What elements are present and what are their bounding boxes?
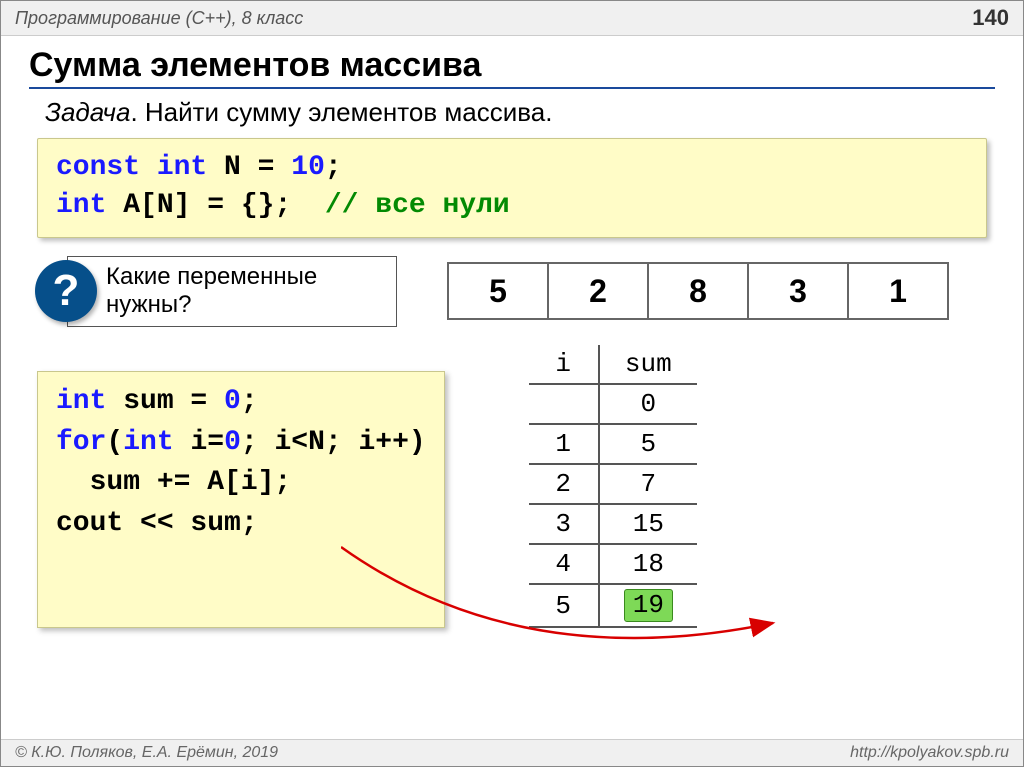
code-txt: sum += A[i]; [56, 467, 291, 498]
code-kw: const int [56, 152, 224, 183]
trace-row: 15 [529, 424, 697, 464]
trace-sum: 0 [599, 384, 697, 424]
trace-sum: 7 [599, 464, 697, 504]
slide: Программирование (C++), 8 класс 140 Сумм… [0, 0, 1024, 767]
array-cell: 2 [548, 263, 648, 319]
task-text: . Найти сумму элементов массива. [130, 97, 552, 127]
trace-sum: 15 [599, 504, 697, 544]
footer-url: http://kpolyakov.spb.ru [850, 744, 1009, 762]
trace-row: 5 19 [529, 584, 697, 627]
array-cell: 5 [448, 263, 548, 319]
code-num: 10 [291, 152, 325, 183]
code-txt: A[N] = {}; [123, 190, 325, 221]
trace-head-sum: sum [599, 345, 697, 384]
trace-row: 315 [529, 504, 697, 544]
code-kw: int [56, 190, 123, 221]
trace-head-i: i [529, 345, 599, 384]
code-kw: for [56, 427, 106, 458]
footer-copyright: © К.Ю. Поляков, Е.А. Ерёмин, 2019 [15, 744, 278, 762]
code-txt: = [241, 152, 291, 183]
code-txt: sum = [123, 386, 224, 417]
array-cell: 8 [648, 263, 748, 319]
code-txt: N [224, 152, 241, 183]
trace-i [529, 384, 599, 424]
trace-sum-final: 19 [624, 589, 673, 622]
code-txt: ; [241, 386, 258, 417]
slide-title: Сумма элементов массива [29, 46, 995, 89]
code-num: 0 [224, 427, 241, 458]
page-number: 140 [972, 5, 1009, 31]
code-num: 0 [224, 386, 241, 417]
trace-i: 3 [529, 504, 599, 544]
code-block-1: const int N = 10; int A[N] = {}; // все … [37, 138, 987, 238]
trace-table: i sum 0 15 27 315 418 519 [529, 345, 697, 628]
code-txt: cout << sum; [56, 508, 258, 539]
course-label: Программирование (C++), 8 класс [15, 8, 303, 29]
code-txt: i= [190, 427, 224, 458]
code-txt: ; [325, 152, 342, 183]
code-kw: int [123, 427, 190, 458]
lower-row: int sum = 0; for(int i=0; i<N; i++) sum … [31, 345, 993, 628]
trace-row: 0 [529, 384, 697, 424]
trace-row: 27 [529, 464, 697, 504]
question-bubble: Какие переменные нужны? [67, 256, 397, 328]
trace-sum-hl: 19 [599, 584, 697, 627]
task-label: Задача [45, 97, 130, 127]
trace-sum: 18 [599, 544, 697, 584]
code-kw: int [56, 386, 123, 417]
trace-row: 418 [529, 544, 697, 584]
array-values-table: 5 2 8 3 1 [447, 262, 949, 320]
trace-i: 4 [529, 544, 599, 584]
footer-bar: © К.Ю. Поляков, Е.А. Ерёмин, 2019 http:/… [1, 739, 1023, 766]
code-comment: // все нули [325, 190, 510, 221]
code-txt: ; i<N; i++) [241, 427, 426, 458]
header-bar: Программирование (C++), 8 класс 140 [1, 1, 1023, 36]
mid-row: ? Какие переменные нужны? 5 2 8 3 1 [29, 256, 995, 328]
trace-sum: 5 [599, 424, 697, 464]
trace-table-wrap: i sum 0 15 27 315 418 519 [529, 345, 697, 628]
array-cell: 1 [848, 263, 948, 319]
trace-i: 5 [529, 584, 599, 627]
code-txt: ( [106, 427, 123, 458]
trace-i: 1 [529, 424, 599, 464]
task-line: Задача. Найти сумму элементов массива. [45, 97, 979, 128]
trace-i: 2 [529, 464, 599, 504]
code-block-2: int sum = 0; for(int i=0; i<N; i++) sum … [37, 371, 445, 628]
question-mark-icon: ? [35, 260, 97, 322]
array-cell: 3 [748, 263, 848, 319]
